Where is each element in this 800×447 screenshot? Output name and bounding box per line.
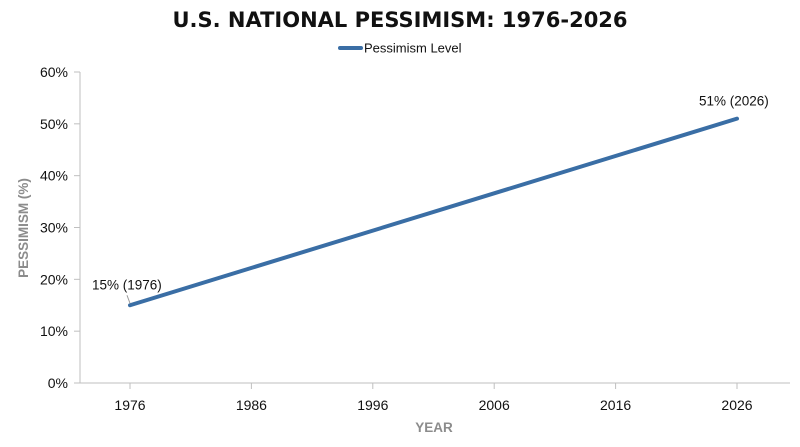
y-tick-label: 30% bbox=[40, 220, 68, 236]
x-axis-ticks: 1976 1986 1996 2006 2016 2026 bbox=[114, 383, 753, 413]
x-tick-label: 2026 bbox=[721, 397, 752, 413]
y-axis-ticks: 0% 10% 20% 30% 40% 50% 60% bbox=[40, 64, 80, 391]
x-tick-label: 1986 bbox=[236, 397, 267, 413]
data-label: 15% (1976) bbox=[92, 277, 162, 292]
y-tick-label: 10% bbox=[40, 323, 68, 339]
y-tick-label: 50% bbox=[40, 116, 68, 132]
data-labels: 15% (1976) 51% (2026) bbox=[92, 94, 769, 304]
y-tick-label: 60% bbox=[40, 64, 68, 80]
legend-label: Pessimism Level bbox=[364, 41, 462, 56]
y-tick-label: 0% bbox=[48, 375, 68, 391]
chart-title: U.S. NATIONAL PESSIMISM: 1976-2026 bbox=[172, 8, 627, 32]
x-tick-label: 2016 bbox=[600, 397, 631, 413]
series-line bbox=[128, 116, 739, 308]
data-label: 51% (2026) bbox=[699, 94, 769, 109]
legend: Pessimism Level bbox=[338, 41, 462, 56]
y-tick-label: 20% bbox=[40, 271, 68, 287]
x-tick-label: 1996 bbox=[357, 397, 388, 413]
series-layer bbox=[128, 116, 739, 308]
y-axis-title: PESSIMISM (%) bbox=[16, 178, 31, 278]
x-axis-title: YEAR bbox=[415, 420, 453, 435]
data-label-leader bbox=[126, 295, 131, 304]
x-tick-label: 1976 bbox=[114, 397, 145, 413]
y-tick-label: 40% bbox=[40, 168, 68, 184]
x-tick-label: 2006 bbox=[479, 397, 510, 413]
